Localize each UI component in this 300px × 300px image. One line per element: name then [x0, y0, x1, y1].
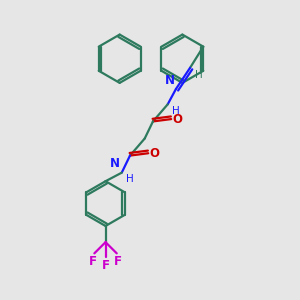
Text: O: O	[150, 147, 160, 160]
Text: H: H	[195, 70, 203, 80]
Text: H: H	[172, 106, 180, 116]
Text: F: F	[101, 259, 110, 272]
Text: O: O	[173, 112, 183, 126]
Text: F: F	[114, 254, 122, 268]
Text: N: N	[110, 157, 120, 170]
Text: F: F	[89, 254, 97, 268]
Text: H: H	[126, 174, 134, 184]
Text: N: N	[164, 74, 174, 87]
